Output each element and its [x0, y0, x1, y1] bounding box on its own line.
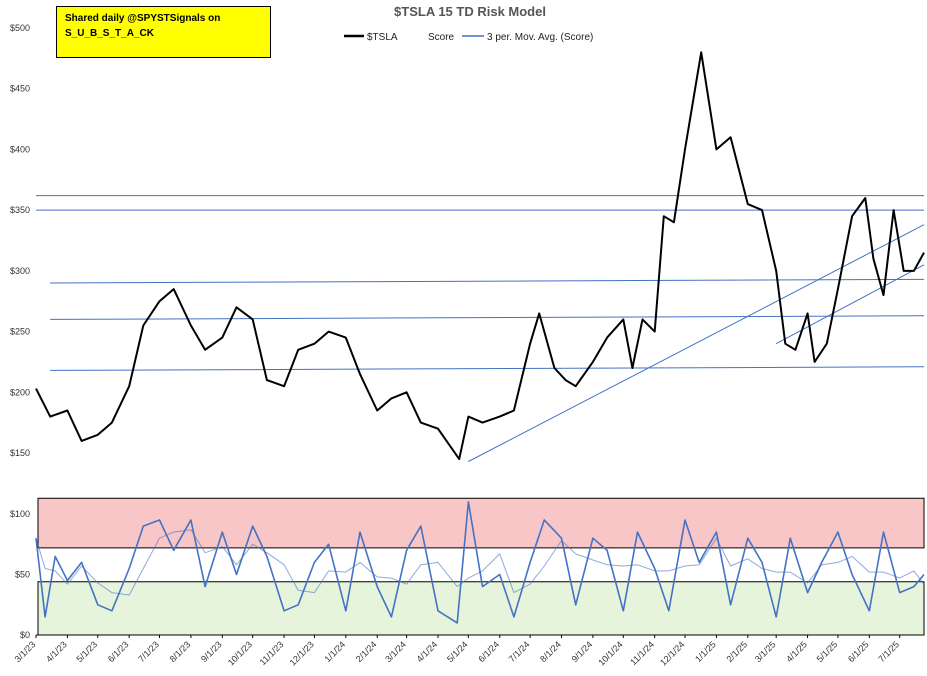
score-y-tick-label: $50 [15, 570, 30, 580]
x-tick-label: 6/1/23 [106, 639, 131, 664]
x-tick-label: 9/1/24 [570, 639, 595, 664]
trend-line [50, 315, 925, 320]
high-risk-zone [37, 497, 925, 549]
x-tick-label: 8/1/24 [538, 639, 563, 664]
share-note-line1: Shared daily @SPYSTSignals on [65, 13, 221, 24]
x-tick-label: 5/1/23 [74, 639, 99, 664]
x-tick-label: 6/1/25 [846, 639, 871, 664]
x-tick-label: 3/1/23 [13, 639, 38, 664]
trend-line [50, 366, 925, 371]
tsla-price-line [35, 51, 925, 461]
x-tick-label: 7/1/23 [136, 639, 161, 664]
score-plot-area: $100 $50 $0 [10, 497, 925, 640]
x-tick-label: 5/1/24 [445, 639, 470, 664]
trend-line [468, 224, 925, 462]
price-y-tick-label: $200 [10, 387, 30, 397]
x-tick-label: 10/1/24 [596, 639, 624, 667]
x-tick-label: 1/1/24 [322, 639, 347, 664]
price-plot-area: $500 $450 $400 $350 $300 $250 $200 $150 [10, 23, 925, 462]
x-tick-label: 4/1/24 [415, 639, 440, 664]
price-y-tick-label: $500 [10, 23, 30, 33]
share-note-line2: S_U_B_S_T_A_CK [65, 28, 154, 39]
x-tick-label: 2/1/25 [724, 639, 749, 664]
price-y-tick-label: $450 [10, 84, 30, 94]
trend-line [50, 278, 925, 284]
trend-line [775, 264, 925, 345]
share-note: Shared daily @SPYSTSignals on S_U_B_S_T_… [56, 6, 271, 58]
price-y-tick-label: $300 [10, 266, 30, 276]
x-tick-label: 6/1/24 [476, 639, 501, 664]
x-tick-label: 12/1/23 [288, 639, 316, 667]
legend-label-mov-avg: 3 per. Mov. Avg. (Score) [487, 32, 593, 43]
x-tick-label: 11/1/24 [628, 639, 656, 667]
x-tick-label: 8/1/23 [168, 639, 193, 664]
low-risk-zone [37, 581, 925, 636]
x-tick-label: 2/1/24 [354, 639, 379, 664]
x-tick-label: 9/1/23 [199, 639, 224, 664]
price-y-tick-label: $250 [10, 327, 30, 337]
x-tick-label: 4/1/23 [44, 639, 69, 664]
price-y-tick-label: $350 [10, 205, 30, 215]
x-axis: 3/1/23 4/1/23 5/1/23 6/1/23 7/1/23 8/1/23 9/1/… [13, 634, 924, 668]
x-tick-label: 10/1/23 [226, 639, 254, 667]
score-line [35, 501, 925, 624]
score-y-tick-label: $100 [10, 509, 30, 519]
legend-label-price: $TSLA [367, 32, 398, 43]
price-y-tick-label: $400 [10, 144, 30, 154]
x-tick-label: 7/1/24 [507, 639, 532, 664]
chart-title: $TSLA 15 TD Risk Model [394, 4, 546, 19]
x-tick-label: 3/1/25 [753, 639, 778, 664]
x-tick-label: 1/1/25 [693, 639, 718, 664]
legend-label-score: Score [428, 32, 455, 43]
score-moving-average-line [35, 529, 925, 596]
x-tick-label: 4/1/25 [784, 639, 809, 664]
x-tick-label: 7/1/25 [876, 639, 901, 664]
score-y-tick-label: $0 [20, 630, 30, 640]
x-tick-label: 3/1/24 [383, 639, 408, 664]
x-tick-label: 5/1/25 [815, 639, 840, 664]
price-y-tick-label: $150 [10, 448, 30, 458]
legend: $TSLA Score 3 per. Mov. Avg. (Score) [344, 32, 593, 43]
x-tick-label: 12/1/24 [658, 639, 686, 667]
x-tick-label: 11/1/23 [258, 639, 286, 667]
